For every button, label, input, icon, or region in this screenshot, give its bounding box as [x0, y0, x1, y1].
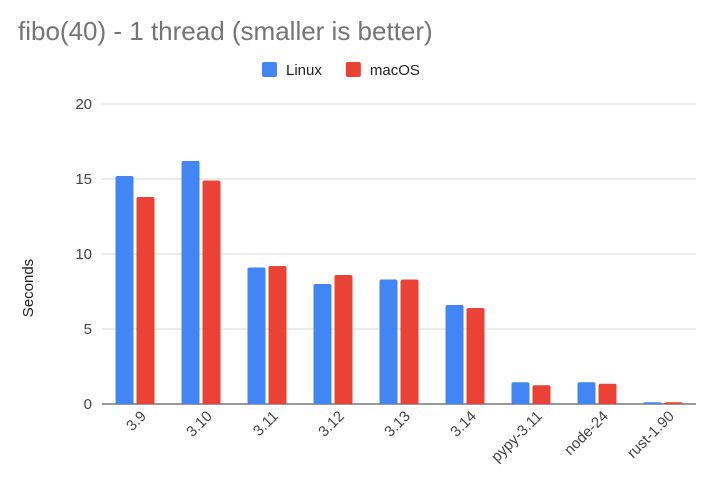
y-tick-label: 20 — [75, 96, 92, 113]
chart-title: fibo(40) - 1 thread (smaller is better) — [18, 16, 433, 46]
x-tick-label: 3.9 — [123, 408, 150, 435]
legend-label-linux: Linux — [286, 62, 322, 79]
y-tick-label: 5 — [84, 321, 92, 338]
legend-swatch-linux — [262, 62, 277, 77]
x-axis: 3.9 3.10 3.11 3.12 3.13 3.14 pypy-3.11 node-24 r… — [123, 408, 678, 466]
y-tick-label: 15 — [75, 171, 92, 188]
legend-swatch-macos — [345, 62, 361, 77]
x-tick-label: 3.14 — [447, 408, 480, 441]
bar-linux-pypy-3-11 — [511, 382, 530, 404]
y-axis: 0 5 10 15 20 — [75, 96, 92, 413]
x-tick-label: 3.11 — [250, 408, 282, 440]
bar-macos-rust-1-90 — [664, 402, 683, 404]
bar-linux-rust-1-90 — [643, 402, 662, 404]
legend-label-macos: macOS — [370, 62, 420, 79]
bar-linux-3-12 — [313, 284, 332, 404]
bar-macos-node-24 — [598, 383, 617, 404]
x-tick-label: 3.13 — [381, 408, 414, 441]
bars — [115, 161, 683, 404]
bar-macos-pypy-3-11 — [532, 385, 551, 404]
bar-macos-3-12 — [334, 275, 353, 404]
bar-linux-3-11 — [247, 267, 266, 404]
x-tick-label: 3.12 — [315, 408, 348, 441]
y-axis-label: Seconds — [20, 259, 37, 317]
bar-linux-3-14 — [445, 305, 464, 404]
bar-macos-3-10 — [202, 180, 221, 404]
x-tick-label: rust-1.90 — [624, 408, 678, 462]
bar-linux-3-13 — [379, 279, 398, 404]
bar-linux-3-9 — [115, 176, 134, 404]
x-tick-label: 3.10 — [183, 408, 216, 441]
y-tick-label: 0 — [84, 396, 92, 413]
gridlines — [102, 103, 696, 405]
bar-macos-3-13 — [400, 279, 419, 404]
bar-linux-3-10 — [181, 161, 200, 404]
bar-macos-3-14 — [466, 308, 485, 404]
bar-macos-3-9 — [136, 197, 155, 404]
legend: Linux macOS — [262, 62, 420, 79]
x-tick-label: node-24 — [561, 408, 612, 459]
bar-macos-3-11 — [268, 266, 287, 404]
y-tick-label: 10 — [75, 246, 92, 263]
x-tick-label: pypy-3.11 — [488, 408, 546, 466]
bar-linux-node-24 — [577, 382, 596, 404]
